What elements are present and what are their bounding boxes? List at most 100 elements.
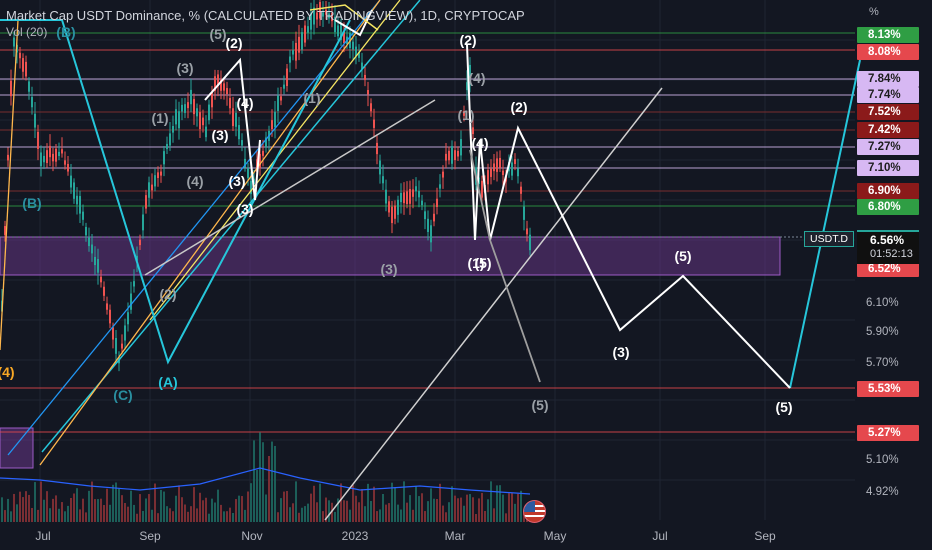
volume-bar — [502, 494, 504, 522]
wave-label-grey: (1) — [457, 107, 474, 123]
price-axis-label: 4.92% — [866, 486, 899, 498]
candle-body — [244, 158, 246, 168]
candle-body — [160, 171, 162, 176]
candle-body — [385, 189, 387, 204]
candle-body — [28, 81, 30, 92]
volume-bar — [226, 511, 228, 522]
candle-body — [109, 309, 111, 324]
bar-countdown: 01:52:13 — [870, 248, 913, 260]
price-level-tag: 6.90% — [857, 183, 919, 199]
candle-body — [190, 89, 192, 105]
wave-label: (4) — [236, 95, 253, 111]
volume-bar — [412, 509, 414, 522]
candle-body — [49, 145, 51, 158]
trend-lines[interactable] — [0, 0, 861, 521]
volume-bar — [517, 493, 519, 522]
candle-body — [121, 343, 123, 349]
white-wave-leg — [204, 57, 261, 201]
wave-label: (3) — [211, 127, 228, 143]
volume-bar — [13, 493, 15, 522]
volume-bar — [367, 483, 369, 522]
volume-bar — [328, 500, 330, 522]
volume-bar — [235, 499, 237, 522]
volume-bar — [280, 498, 282, 522]
volume-bar — [457, 498, 459, 522]
candle-body — [364, 74, 366, 80]
candle-body — [184, 104, 186, 113]
candle-body — [139, 239, 141, 246]
candle-body — [142, 214, 144, 231]
us-flag-event-icon[interactable] — [523, 500, 546, 523]
wave-label-teal: (B) — [56, 24, 75, 40]
volume-bar — [382, 493, 384, 522]
volume-bar — [499, 485, 501, 522]
volume-bar — [289, 507, 291, 522]
volume-bar — [178, 485, 180, 522]
candle-body — [82, 211, 84, 220]
volume-bar — [451, 486, 453, 522]
volume-bar — [82, 498, 84, 522]
volume-bar — [424, 511, 426, 522]
time-axis-label: 2023 — [341, 529, 369, 543]
candle-body — [88, 237, 90, 247]
volume-bar — [262, 442, 264, 522]
candle-body — [457, 150, 459, 157]
candle-body — [343, 31, 345, 44]
price-axis-label: 5.70% — [866, 357, 899, 369]
candle-body — [262, 150, 264, 156]
candle-body — [370, 103, 372, 112]
volume-bar — [355, 495, 357, 522]
volume-bar — [433, 498, 435, 522]
price-level-tag: 6.80% — [857, 199, 919, 215]
candle-body — [289, 56, 291, 63]
wave-label-teal: (C) — [113, 387, 132, 403]
volume-bar — [181, 497, 183, 522]
candle-body — [490, 168, 492, 177]
candle-body — [202, 117, 204, 126]
candle-body — [277, 95, 279, 111]
wave-label-grey: (4) — [186, 173, 203, 189]
candle-body — [64, 160, 66, 165]
candle-body — [412, 189, 414, 197]
volume-bar — [295, 481, 297, 522]
volume-bar — [67, 505, 69, 522]
candle-body — [451, 146, 453, 164]
candle-body — [499, 157, 501, 168]
candle-body — [73, 182, 75, 199]
volume-bar — [88, 490, 90, 522]
candle-body — [445, 153, 447, 161]
volume-bar — [298, 512, 300, 522]
candle-body — [127, 312, 129, 325]
volume-bar — [136, 513, 138, 522]
candle-body — [124, 325, 126, 341]
candle-body — [469, 64, 471, 82]
volume-indicator-label[interactable]: Vol (20) — [6, 25, 48, 39]
volume-bar — [271, 441, 273, 522]
volume-bar — [496, 485, 498, 522]
candle-body — [304, 25, 306, 43]
volume-bar — [445, 512, 447, 522]
volume-bar — [505, 513, 507, 522]
volume-ma-line — [0, 467, 531, 495]
candle-body — [352, 41, 354, 50]
volume-bar — [442, 505, 444, 522]
candle-body — [442, 171, 444, 178]
time-axis-label: Jul — [652, 529, 668, 543]
time-axis-label: Jul — [35, 529, 51, 543]
current-price-value: 6.56% — [870, 233, 905, 247]
volume-bar — [1, 497, 3, 522]
price-level-tag: 7.84% — [857, 71, 919, 87]
yellow-wave-top — [309, 4, 379, 31]
volume-bar — [487, 499, 489, 522]
volume-bar — [175, 495, 177, 522]
candle-body — [325, 9, 327, 15]
price-level-tag: 7.27% — [857, 139, 919, 155]
candle-body — [175, 109, 177, 125]
candle-body — [148, 182, 150, 198]
candle-body — [427, 218, 429, 232]
candle-body — [226, 88, 228, 95]
volume-bar — [403, 481, 405, 522]
volume-bar — [19, 491, 21, 522]
volume-bar — [166, 506, 168, 522]
